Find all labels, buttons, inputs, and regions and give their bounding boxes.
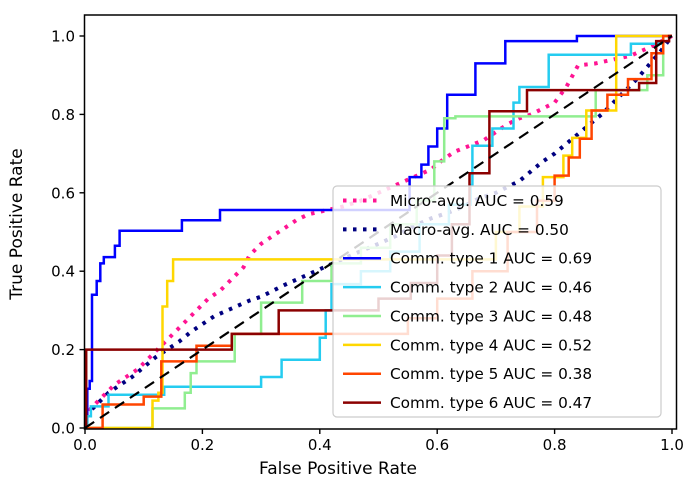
legend-label-comm-type-6: Comm. type 6 AUC = 0.47 [390, 394, 592, 412]
x-tick-label: 0.8 [543, 436, 567, 454]
comm-type-1-curve [85, 34, 672, 429]
y-tick-label: 0.4 [51, 263, 75, 281]
x-tick-label: 0.6 [425, 436, 449, 454]
y-tick-label: 0.6 [51, 184, 75, 202]
plot-border [83, 14, 678, 430]
x-tick-label: 0.0 [73, 436, 97, 454]
y-tick-label: 0.8 [51, 106, 75, 124]
legend-label-comm-type-1: Comm. type 1 AUC = 0.69 [390, 250, 592, 268]
legend-box [332, 185, 662, 418]
y-tick-label: 0.2 [51, 341, 75, 359]
y-tick-label: 1.0 [51, 28, 75, 46]
y-tick-label: 0.0 [51, 420, 75, 438]
x-tick-label: 0.4 [308, 436, 332, 454]
legend-label-macro-avg: Macro-avg. AUC = 0.50 [390, 221, 569, 239]
y-axis-label: True Positive Rate [7, 148, 27, 300]
x-tick-label: 1.0 [660, 436, 684, 454]
legend-label-comm-type-3: Comm. type 3 AUC = 0.48 [390, 307, 592, 325]
x-axis-label: False Positive Rate [259, 459, 417, 479]
legend-label-comm-type-2: Comm. type 2 AUC = 0.46 [390, 279, 592, 297]
x-tick-label: 0.2 [190, 436, 214, 454]
legend-label-micro-avg: Micro-avg. AUC = 0.59 [390, 192, 564, 210]
legend-label-comm-type-4: Comm. type 4 AUC = 0.52 [390, 336, 592, 354]
legend-label-comm-type-5: Comm. type 5 AUC = 0.38 [390, 365, 592, 383]
